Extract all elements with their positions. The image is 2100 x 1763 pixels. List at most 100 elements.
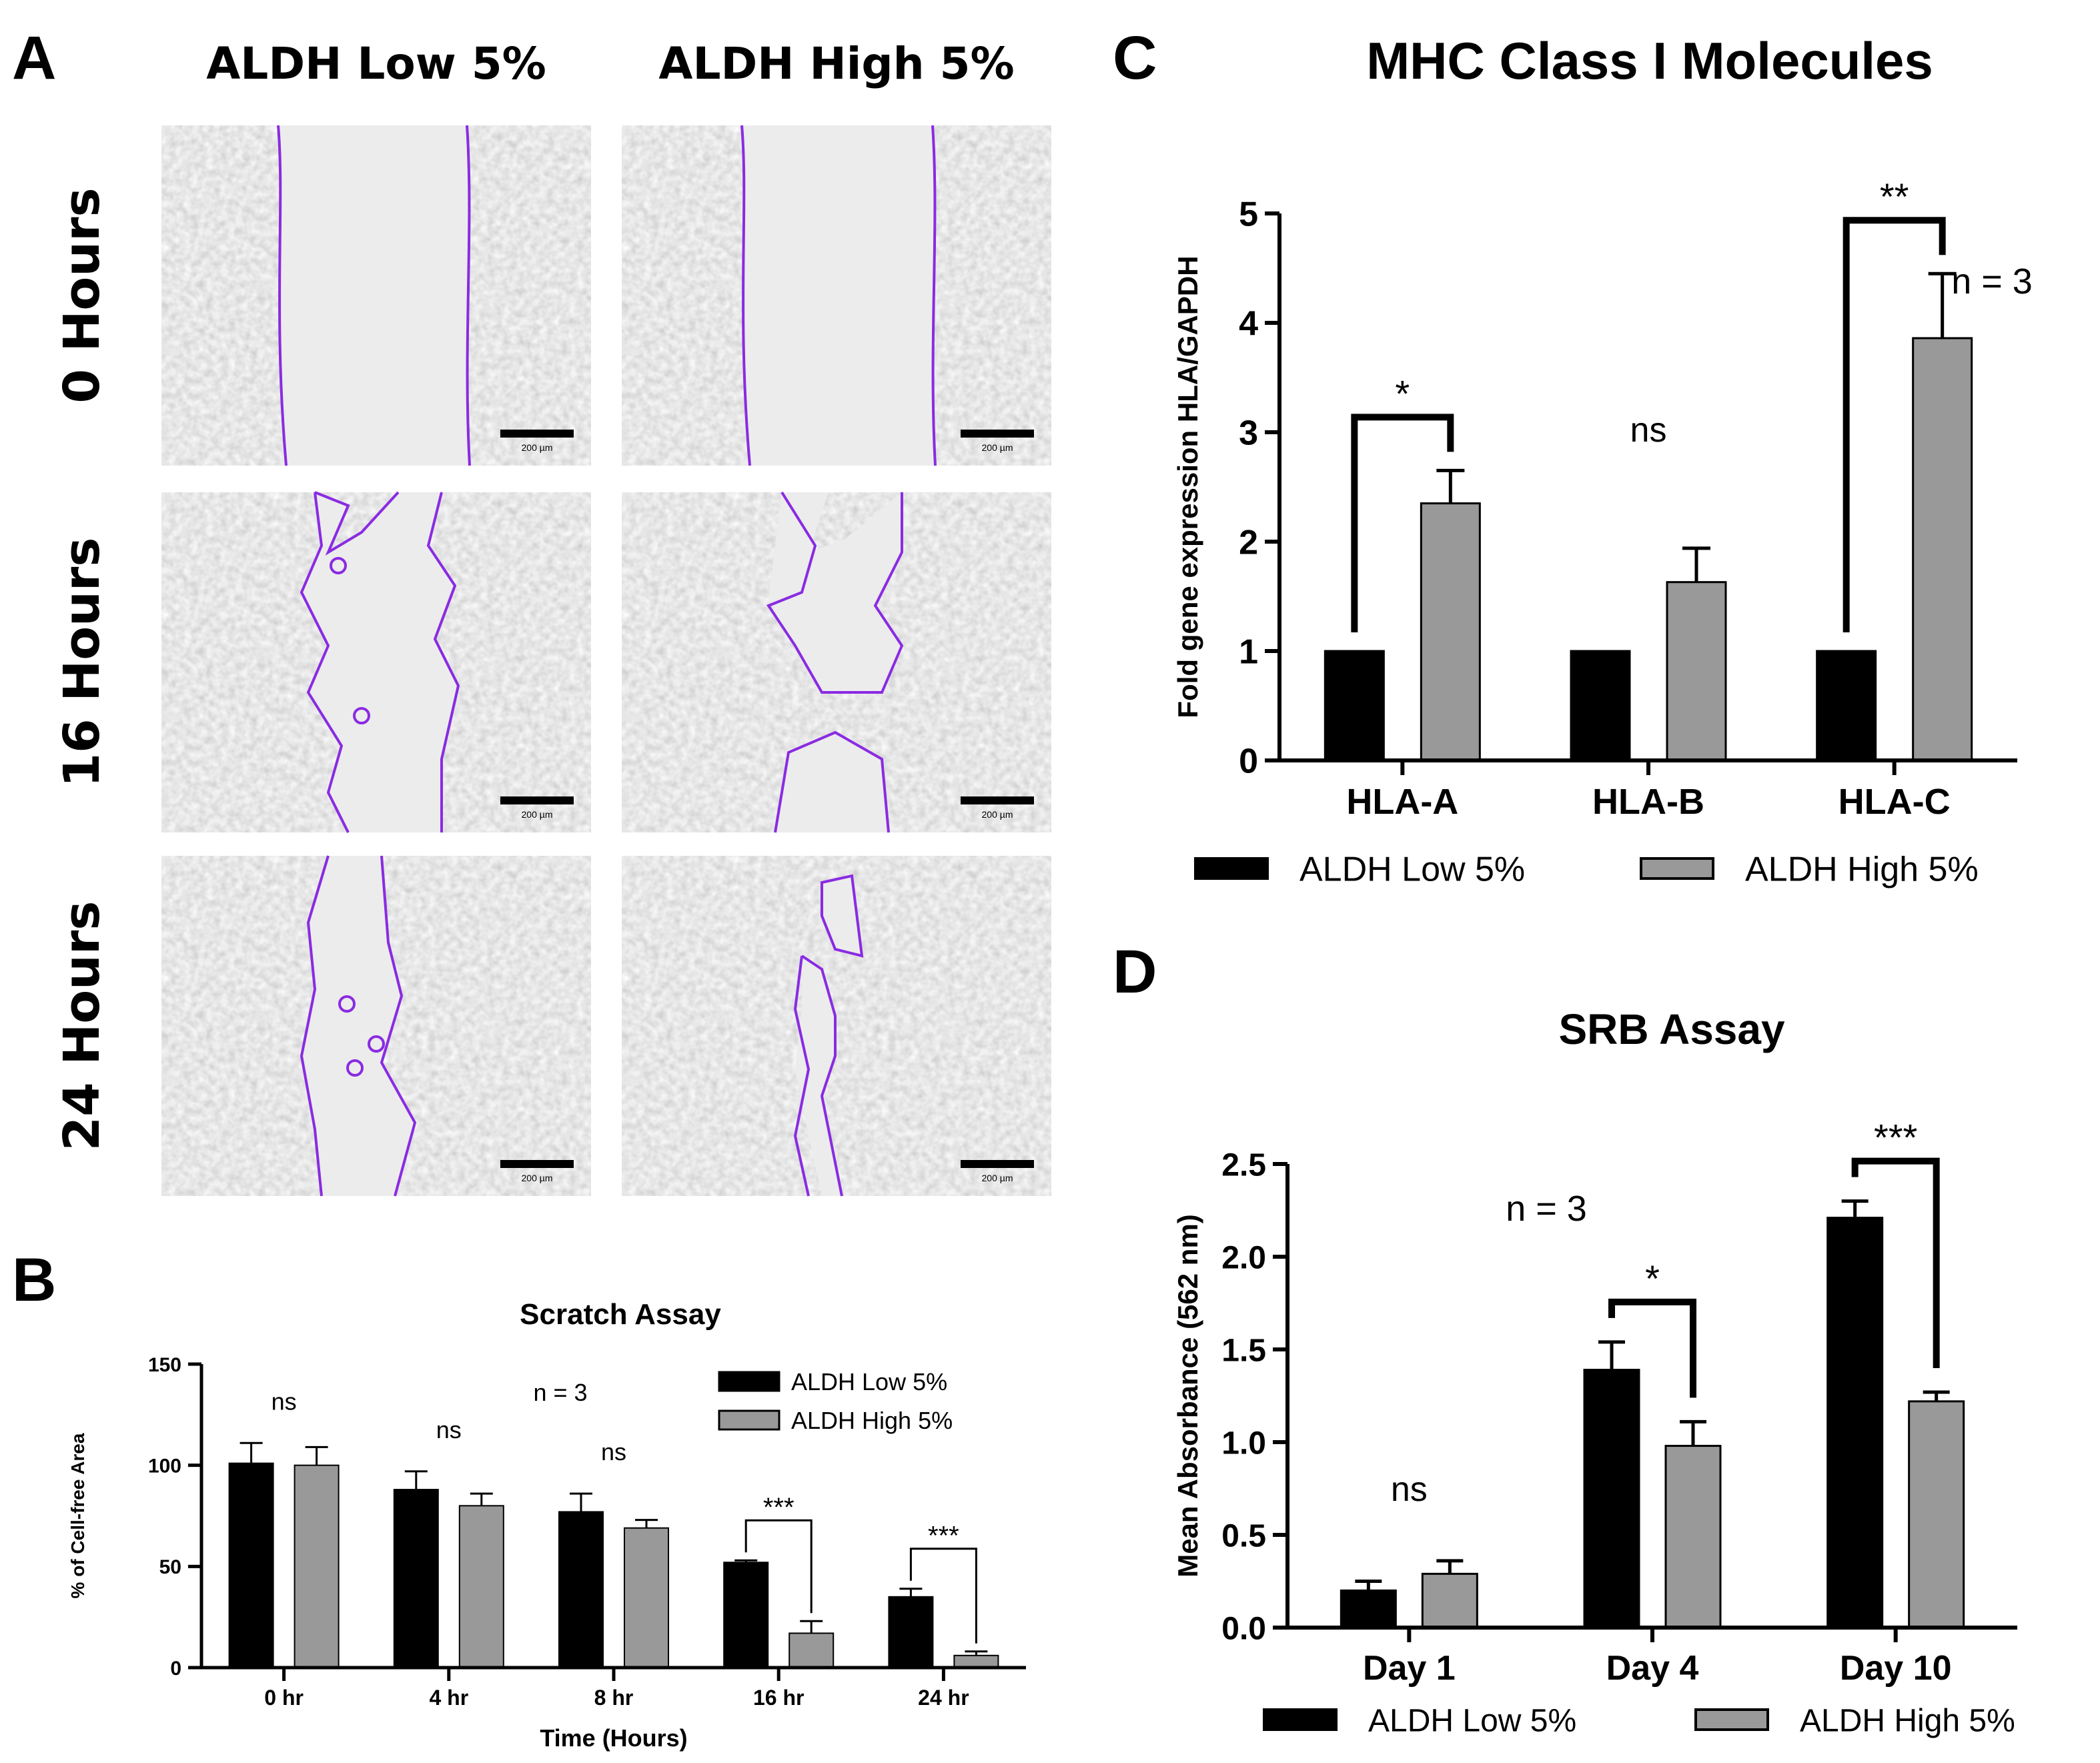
y-tick-label: 100 xyxy=(148,1455,181,1477)
legend-swatch xyxy=(718,1409,780,1431)
y-tick-label: 4 xyxy=(1239,305,1258,344)
column-label: ALDH Low 5% xyxy=(206,38,546,89)
micrograph-tile: 200 µm xyxy=(161,125,591,466)
bar xyxy=(393,1489,439,1668)
row-label: 16 Hours xyxy=(53,538,111,788)
x-tick-label: HLA-C xyxy=(1839,782,1951,822)
outline-circle xyxy=(330,557,347,574)
significance-label: ns xyxy=(272,1387,297,1415)
wound-outline xyxy=(300,855,330,1197)
significance-label: ns xyxy=(601,1438,626,1465)
scale-bar xyxy=(961,796,1034,804)
bar xyxy=(294,1464,340,1669)
bar xyxy=(789,1632,835,1669)
bar xyxy=(228,1462,274,1668)
scale-bar xyxy=(961,430,1034,438)
scale-bar-label: 200 µm xyxy=(982,442,1013,453)
legend-swatch xyxy=(1194,857,1269,880)
y-tick-label: 150 xyxy=(148,1354,181,1376)
micrograph-tile: 200 µm xyxy=(622,491,1051,833)
chart-title: Scratch Assay xyxy=(520,1298,721,1331)
y-tick-label: 2.0 xyxy=(1221,1240,1266,1275)
chart-b-scratch-assay: Scratch Assay 0 50 100 150 0 hr 4 hr 8 hr 16 hr 2… xyxy=(67,1298,1026,1752)
y-tick-label: 0.5 xyxy=(1221,1518,1266,1554)
scale-bar xyxy=(961,1160,1034,1168)
legend-label: ALDH High 5% xyxy=(791,1407,953,1434)
scale-bar-label: 200 µm xyxy=(982,1173,1013,1183)
wound-outline xyxy=(466,125,471,466)
bar xyxy=(1421,1572,1478,1629)
y-tick-label: 2.5 xyxy=(1221,1147,1266,1183)
y-tick-label: 1.5 xyxy=(1221,1333,1266,1368)
legend-swatch xyxy=(1640,857,1714,880)
row-label: 0 Hours xyxy=(53,187,111,403)
x-tick-label: Day 1 xyxy=(1363,1649,1456,1688)
wound-outline xyxy=(766,491,904,694)
legend-label: ALDH High 5% xyxy=(1745,850,1979,889)
y-tick-label: 5 xyxy=(1239,195,1258,234)
significance-bracket xyxy=(1351,414,1454,632)
scratch-gap xyxy=(302,856,415,1196)
wound-outline xyxy=(740,125,751,466)
scratch-gap xyxy=(742,125,935,466)
wound-outline xyxy=(801,955,843,1197)
bar xyxy=(1570,650,1631,762)
wound-outline xyxy=(774,730,890,833)
bar xyxy=(1908,1400,1965,1629)
wound-outline xyxy=(300,492,350,833)
legend-label: ALDH Low 5% xyxy=(1368,1703,1576,1738)
bar xyxy=(558,1511,604,1669)
outline-circle xyxy=(346,1059,364,1077)
outline-circle xyxy=(368,1035,385,1053)
significance-label: ns xyxy=(436,1416,462,1443)
micrograph-tile: 200 µm xyxy=(622,125,1051,466)
y-axis-label: Fold gene expression HLA/GAPDH xyxy=(1172,255,1203,718)
wound-outline xyxy=(314,491,400,556)
y-tick-label: 2 xyxy=(1239,524,1258,562)
bar xyxy=(458,1505,504,1668)
chart-d-srb-assay: SRB Assay 0.0 0.5 1.0 1.5 2.0 2.5 Day 1 Day 4 Day… xyxy=(1172,1005,2017,1738)
bar xyxy=(1340,1589,1397,1629)
y-tick-label: 1.0 xyxy=(1221,1425,1266,1461)
column-label: ALDH High 5% xyxy=(658,38,1014,89)
significance-bracket xyxy=(1843,217,1946,632)
y-tick-label: 50 xyxy=(159,1556,181,1578)
scale-bar-label: 200 µm xyxy=(522,1173,553,1183)
wound-outline xyxy=(793,955,811,1197)
significance-label: * xyxy=(1645,1257,1660,1299)
scratch-gap xyxy=(795,956,842,1196)
scale-bar-label: 200 µm xyxy=(522,442,553,453)
significance-bracket xyxy=(744,1519,813,1614)
panel-letter-c: C xyxy=(1113,24,1157,92)
annotation: n = 3 xyxy=(1951,261,2033,302)
bar xyxy=(1912,337,1973,762)
annotation: n = 3 xyxy=(1506,1189,1587,1229)
legend-label: ALDH High 5% xyxy=(1800,1703,2015,1738)
y-tick-label: 1 xyxy=(1239,633,1258,672)
outline-circle xyxy=(338,995,356,1013)
wound-outline xyxy=(821,874,864,958)
bar xyxy=(624,1527,669,1668)
scale-bar-label: 200 µm xyxy=(522,809,553,820)
legend-swatch xyxy=(718,1371,780,1392)
x-tick-label: 0 hr xyxy=(264,1686,304,1710)
chart-title: SRB Assay xyxy=(1558,1005,1785,1053)
bar xyxy=(953,1654,999,1669)
wound-outline xyxy=(380,855,417,1197)
legend-swatch xyxy=(1263,1708,1338,1731)
panel-a-micrographs: ALDH Low 5% ALDH High 5% 0 Hours 16 Hours 24… xyxy=(53,38,1051,1197)
row-label: 24 Hours xyxy=(53,901,111,1151)
significance-label: ns xyxy=(1630,411,1667,450)
significance-bracket xyxy=(1851,1157,1940,1368)
scratch-gap xyxy=(775,732,889,832)
significance-label: ** xyxy=(1880,175,1909,217)
wound-outline xyxy=(931,125,937,466)
significance-bracket xyxy=(909,1548,977,1644)
scale-bar xyxy=(500,1160,574,1168)
chart-c-mhc-class-i: MHC Class I Molecules 0 1 2 3 4 5 HLA-A HLA-B HLA… xyxy=(1172,31,2033,889)
bar xyxy=(1583,1369,1640,1629)
x-axis-label: Time (Hours) xyxy=(540,1724,687,1752)
bar xyxy=(1324,650,1385,762)
x-tick-label: Day 4 xyxy=(1606,1649,1699,1688)
y-tick-label: 3 xyxy=(1239,414,1258,453)
